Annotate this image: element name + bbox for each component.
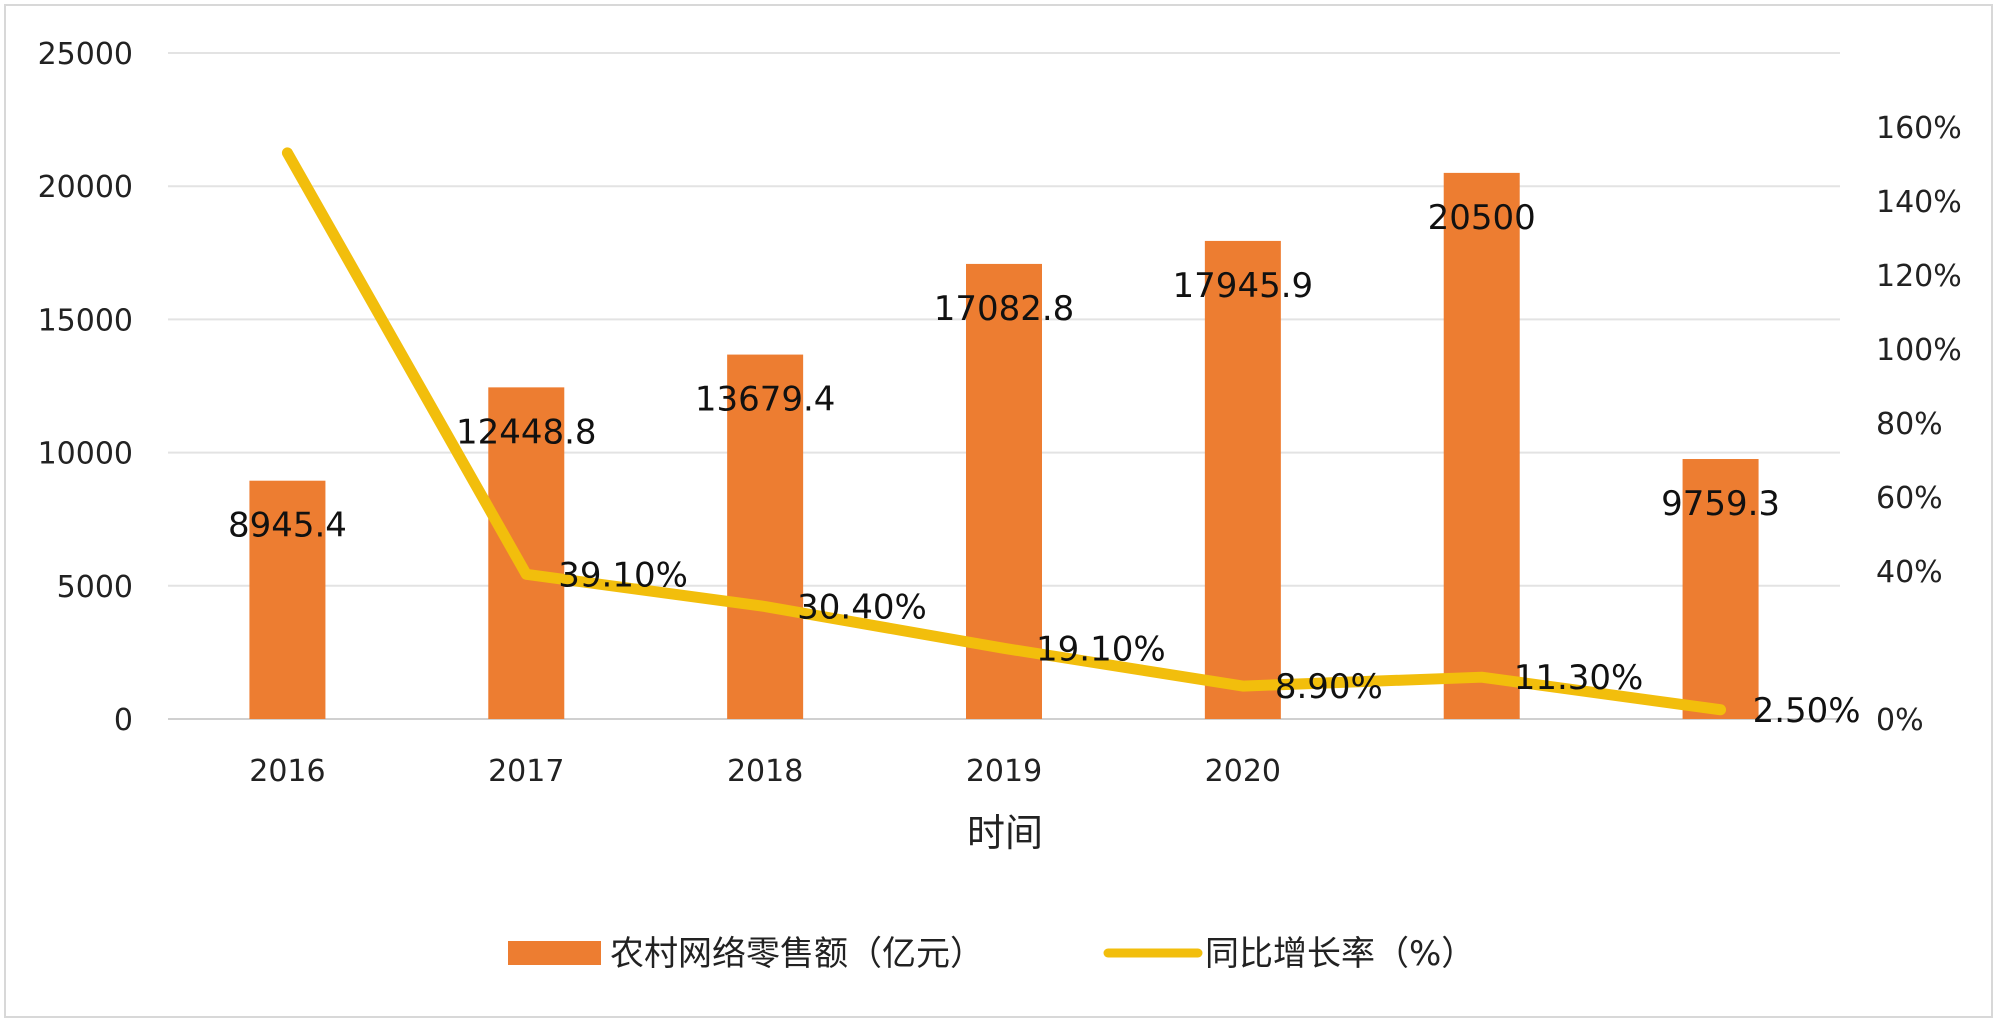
- line-point: [1237, 681, 1248, 692]
- bar: [727, 354, 804, 719]
- bar: [488, 387, 565, 719]
- line-point: [1715, 704, 1726, 715]
- x-tick-label: 2017: [488, 754, 564, 789]
- x-tick-label: 2020: [1205, 754, 1281, 789]
- line-data-labels: 39.10% 30.40% 19.10% 8.90% 11.30% 2.50%: [558, 555, 1860, 730]
- line-point: [999, 643, 1009, 654]
- bar: [249, 480, 326, 719]
- y-tick-label: 20000: [38, 170, 133, 205]
- line-data-label: 8.90%: [1275, 667, 1383, 707]
- bar: [1682, 459, 1759, 719]
- bar-data-label: 12448.8: [456, 412, 597, 452]
- y-tick-label: 25000: [38, 37, 133, 72]
- y-tick-label: 0: [114, 703, 133, 738]
- legend-label-bar: 农村网络零售额（亿元）: [610, 934, 984, 974]
- y-tick-label: 10000: [38, 437, 133, 472]
- bar: [1443, 172, 1520, 719]
- bar-data-label: 9759.3: [1661, 484, 1780, 524]
- bar-data-label: 13679.4: [695, 380, 836, 420]
- line-series: [281, 147, 1727, 716]
- line-point: [521, 569, 532, 580]
- y2-tick-label: 120%: [1876, 259, 1962, 294]
- y-axis-left: 0 5000 10000 15000 20000 25000: [38, 37, 133, 738]
- bar-data-label: 17082.8: [934, 289, 1075, 329]
- gridlines: [168, 52, 1840, 720]
- y-tick-label: 15000: [38, 303, 133, 338]
- y-axis-right: 0% 40% 60% 80% 100% 120% 140% 160%: [1876, 111, 1962, 738]
- line-data-label: 19.10%: [1036, 629, 1166, 669]
- y2-tick-label: 60%: [1876, 481, 1943, 516]
- bar-data-label: 20500: [1428, 198, 1536, 238]
- line-point: [1476, 672, 1487, 683]
- bar-series: [249, 172, 1759, 720]
- line-point: [282, 147, 293, 158]
- x-tick-label: 2018: [727, 754, 803, 789]
- y2-tick-label: 80%: [1876, 407, 1943, 442]
- x-axis: 2016 2017 2018 2019 2020: [249, 754, 1281, 789]
- y2-tick-label: 40%: [1876, 555, 1943, 590]
- y-tick-label: 5000: [57, 570, 133, 605]
- x-axis-title: 时间: [967, 811, 1043, 855]
- bar-data-label: 8945.4: [228, 506, 347, 546]
- legend-swatch-bar: [508, 941, 601, 965]
- x-tick-label: 2016: [249, 754, 325, 789]
- line-point: [760, 601, 771, 612]
- legend: 农村网络零售额（亿元） 同比增长率（%）: [508, 934, 1475, 974]
- x-tick-label: 2019: [966, 754, 1042, 789]
- legend-label-line: 同比增长率（%）: [1205, 934, 1475, 974]
- y2-tick-label: 100%: [1876, 333, 1962, 368]
- y2-tick-label: 140%: [1876, 185, 1962, 220]
- y2-tick-label: 0%: [1876, 703, 1924, 738]
- bar-data-label: 17945.9: [1173, 266, 1314, 306]
- line-data-label: 2.50%: [1753, 691, 1861, 731]
- bar-data-labels: 8945.4 12448.8 13679.4 17082.8 17945.9 20500 9…: [228, 198, 1780, 546]
- line-data-label: 11.30%: [1514, 658, 1644, 698]
- line-data-label: 39.10%: [558, 555, 688, 595]
- bar: [1204, 240, 1281, 720]
- line-data-label: 30.40%: [797, 588, 927, 628]
- y2-tick-label: 160%: [1876, 111, 1962, 146]
